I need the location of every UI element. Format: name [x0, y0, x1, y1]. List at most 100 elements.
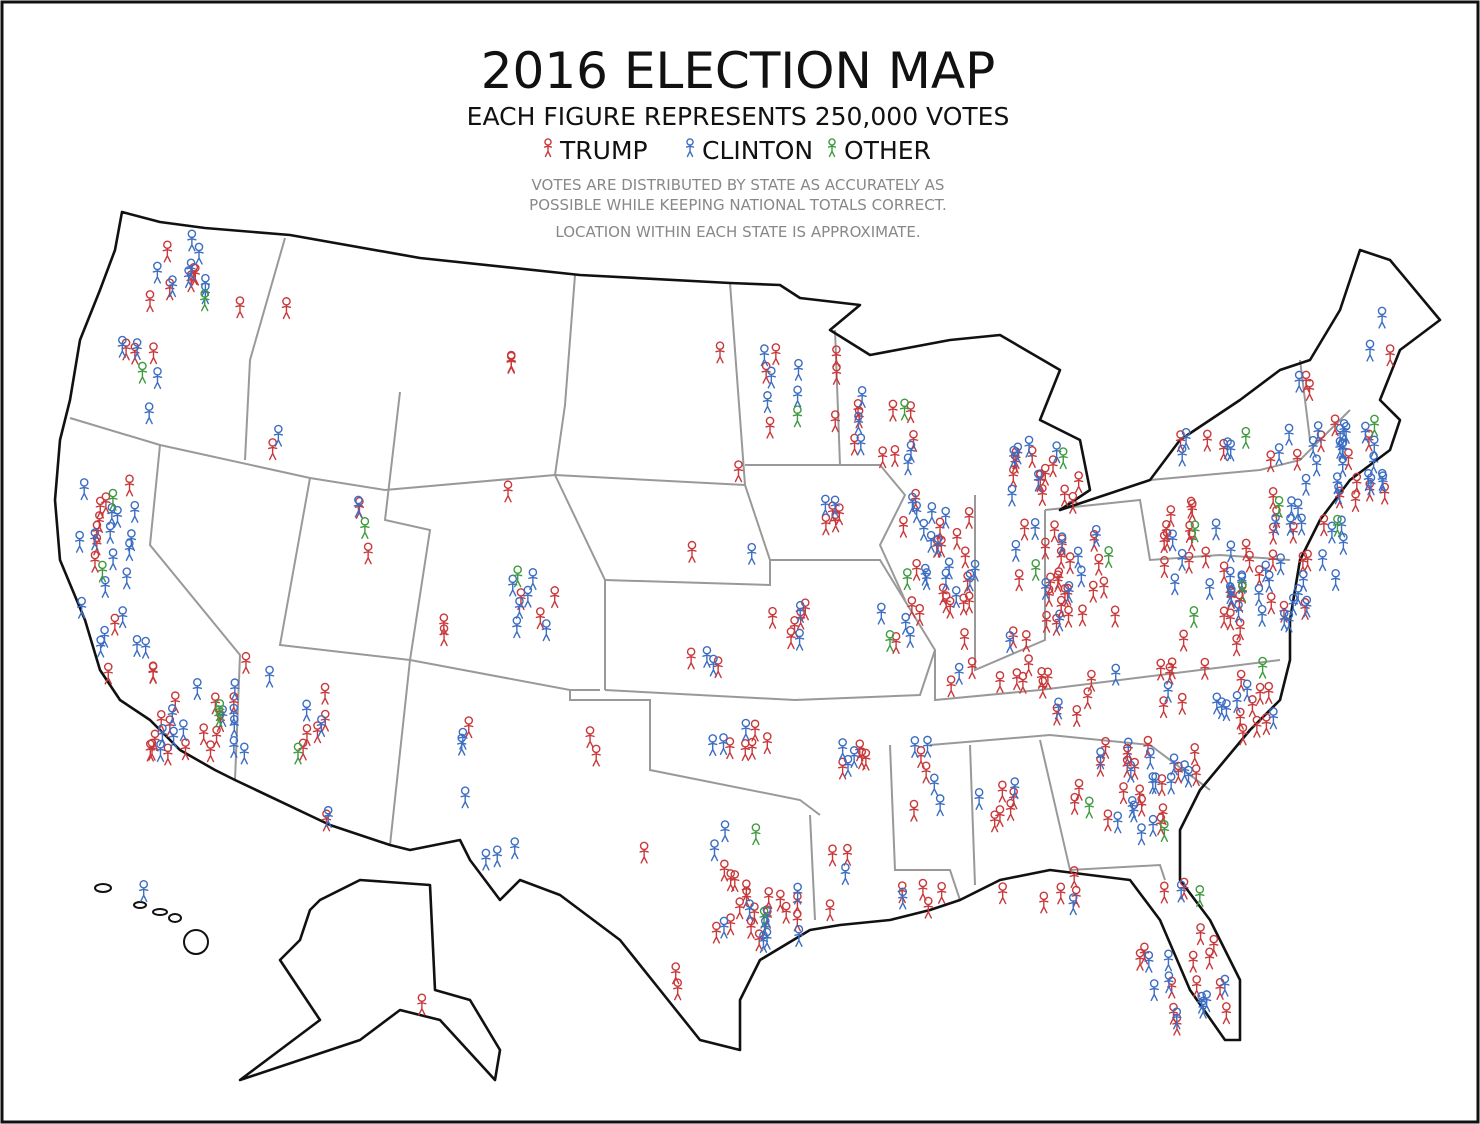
voter-figure	[320, 682, 330, 705]
head	[750, 719, 760, 729]
body	[1056, 602, 1066, 618]
body	[766, 373, 777, 389]
voter-figure	[1284, 423, 1294, 446]
head	[1222, 699, 1231, 708]
body	[765, 423, 775, 439]
body	[323, 813, 333, 828]
body	[1377, 313, 1387, 329]
head	[127, 529, 136, 538]
head	[720, 859, 729, 869]
body	[1056, 553, 1066, 569]
voter-figure	[1013, 442, 1023, 465]
head	[1361, 421, 1370, 431]
voter-figure	[921, 568, 932, 591]
body	[1209, 941, 1219, 957]
body	[148, 349, 159, 365]
body	[312, 728, 323, 744]
voter-figure	[1177, 548, 1187, 571]
body	[1288, 528, 1298, 544]
body	[1149, 986, 1159, 1002]
body	[1023, 661, 1034, 677]
head	[1195, 885, 1205, 894]
head	[1050, 520, 1059, 529]
head	[1222, 1002, 1231, 1011]
body	[1091, 532, 1101, 547]
body	[997, 889, 1008, 905]
voter-figure	[481, 848, 491, 871]
state-borders	[69, 237, 1351, 921]
body	[1177, 556, 1187, 571]
voter-figure	[1118, 782, 1129, 805]
body	[725, 744, 735, 760]
body	[747, 550, 757, 565]
head	[944, 557, 954, 567]
body	[183, 273, 194, 289]
voter-figure	[101, 492, 111, 515]
body	[771, 350, 781, 366]
head	[719, 916, 729, 926]
voter-figure	[264, 665, 275, 688]
body	[1215, 985, 1225, 1000]
head	[1039, 891, 1049, 901]
body	[460, 793, 470, 809]
voter-figure	[1049, 520, 1060, 543]
voter-figure	[122, 567, 132, 590]
body	[514, 604, 525, 619]
head	[702, 645, 712, 655]
body	[1059, 491, 1070, 507]
head	[481, 848, 491, 858]
voter-figure	[1040, 577, 1051, 600]
voter-figure	[1242, 679, 1252, 702]
voter-figure	[74, 530, 85, 553]
voter-figure	[1135, 948, 1145, 971]
voter-figure	[1369, 414, 1380, 437]
voter-figure	[1200, 657, 1210, 680]
head	[1255, 682, 1265, 692]
voter-figure	[830, 495, 840, 518]
body	[190, 270, 201, 286]
voter-figure	[130, 500, 140, 523]
voter-figure	[148, 342, 159, 365]
voter-figure	[99, 625, 110, 648]
head	[828, 138, 836, 146]
body	[919, 525, 929, 541]
body	[821, 520, 831, 536]
body	[673, 985, 683, 1001]
head	[760, 344, 769, 353]
voter-figure	[1018, 671, 1028, 694]
head	[1301, 473, 1311, 483]
voter-figure	[910, 735, 920, 758]
body	[90, 535, 100, 551]
body	[1058, 454, 1068, 470]
voter-figure	[1219, 561, 1229, 584]
body	[827, 144, 837, 158]
body	[735, 904, 745, 920]
voter-figure	[1056, 595, 1066, 618]
head	[1065, 552, 1075, 561]
voter-figure	[1145, 747, 1155, 770]
voter-figure	[178, 719, 189, 742]
body	[523, 592, 533, 608]
head	[1211, 518, 1221, 527]
head	[960, 546, 970, 556]
head	[1327, 521, 1337, 531]
voter-figure	[90, 550, 100, 573]
body	[1235, 625, 1245, 641]
body	[180, 745, 191, 761]
voter-figure	[1286, 496, 1297, 519]
voter-figure	[1144, 950, 1154, 973]
body	[1008, 794, 1019, 810]
body	[1316, 437, 1326, 453]
voter-figure	[1136, 794, 1147, 817]
voter-figure	[911, 558, 922, 581]
voter-figure	[1296, 513, 1307, 536]
body	[1190, 527, 1200, 543]
body	[733, 467, 744, 483]
body	[1187, 536, 1197, 552]
body	[205, 747, 216, 763]
head	[1191, 764, 1201, 773]
voter-figure	[1179, 760, 1190, 783]
body	[1261, 720, 1272, 736]
body	[1202, 436, 1213, 452]
head	[1060, 484, 1069, 494]
